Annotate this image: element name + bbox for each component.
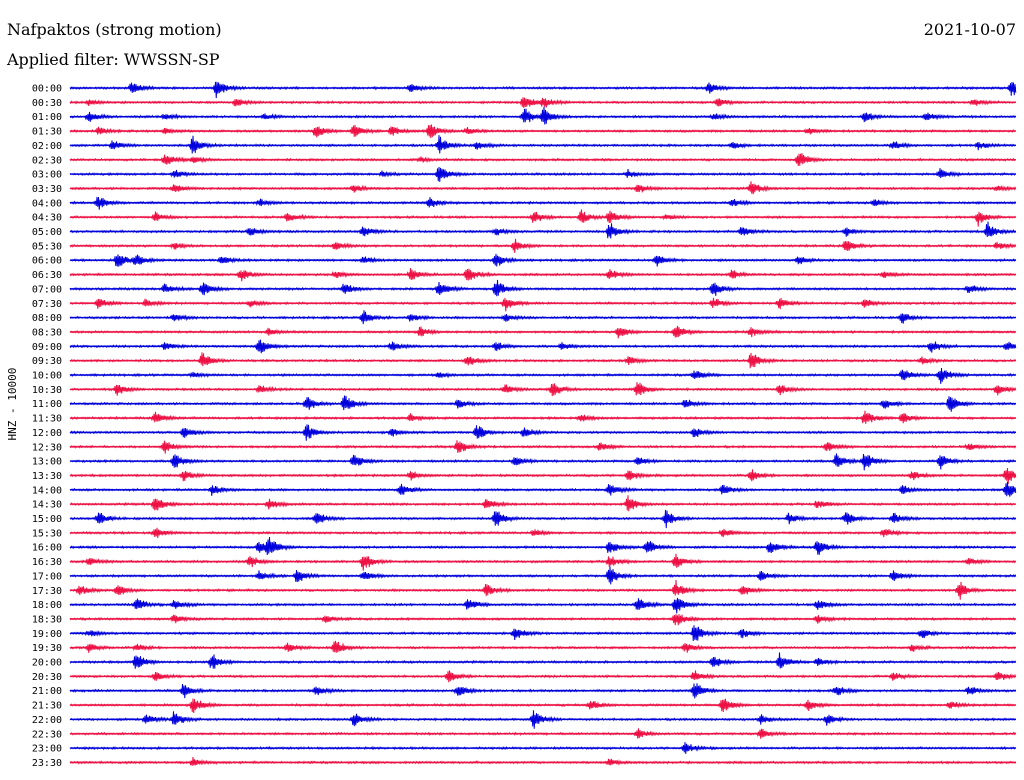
- row-time-label: 19:00: [32, 629, 62, 640]
- row-time-label: 01:00: [32, 112, 62, 123]
- row-time-label: 09:30: [32, 356, 62, 367]
- row-time-label: 11:30: [32, 414, 62, 425]
- row-time-label: 04:30: [32, 213, 62, 224]
- row-time-label: 01:30: [32, 127, 62, 138]
- row-time-label: 20:30: [32, 672, 62, 683]
- row-time-label: 21:30: [32, 701, 62, 712]
- trace-red: [69, 410, 1017, 424]
- trace-blue: [69, 597, 1017, 614]
- row-time-label: 07:30: [32, 299, 62, 310]
- row-time-label: 15:30: [32, 528, 62, 539]
- row-time-label: 15:00: [32, 514, 62, 525]
- row-time-label: 03:30: [32, 184, 62, 195]
- row-time-label: 13:00: [32, 457, 62, 468]
- row-time-label: 23:30: [32, 758, 62, 769]
- row-time-label: 07:00: [32, 284, 62, 295]
- row-time-label: 16:30: [32, 557, 62, 568]
- row-time-label: 18:00: [32, 600, 62, 611]
- trace-blue: [69, 652, 1017, 669]
- trace-blue: [69, 367, 1017, 384]
- row-time-label: 05:00: [32, 227, 62, 238]
- row-time-label: 10:30: [32, 385, 62, 396]
- row-time-label: 06:00: [32, 256, 62, 267]
- row-time-label: 21:00: [32, 686, 62, 697]
- trace-red: [69, 181, 1017, 195]
- trace-red: [69, 757, 1017, 766]
- row-time-label: 11:00: [32, 399, 62, 410]
- trace-blue: [69, 106, 1017, 125]
- row-time-label: 12:00: [32, 428, 62, 439]
- trace-blue: [69, 536, 1017, 555]
- trace-blue: [69, 453, 1017, 471]
- row-time-label: 00:00: [32, 84, 62, 95]
- trace-blue: [69, 279, 1017, 297]
- filter-label: Applied filter: WWSSN-SP: [7, 50, 220, 69]
- row-time-label: 05:30: [32, 241, 62, 252]
- row-time-label: 22:00: [32, 715, 62, 726]
- row-time-label: 10:00: [32, 371, 62, 382]
- row-time-label: 00:30: [32, 98, 62, 109]
- row-time-label: 08:00: [32, 313, 62, 324]
- row-time-label: 20:00: [32, 658, 62, 669]
- row-time-label: 02:30: [32, 155, 62, 166]
- row-time-label: 19:30: [32, 643, 62, 654]
- station-title: Nafpaktos (strong motion): [7, 20, 222, 39]
- row-time-label: 23:00: [32, 744, 62, 755]
- row-time-label: 12:30: [32, 442, 62, 453]
- trace-red: [69, 614, 1017, 626]
- row-time-label: 02:00: [32, 141, 62, 152]
- row-time-label: 17:00: [32, 571, 62, 582]
- row-time-label: 22:30: [32, 729, 62, 740]
- row-time-label: 09:00: [32, 342, 62, 353]
- helicorder-rows: 00:00 00:30 01:00 01:30 02:00 02:30 03:00 03:30…: [32, 81, 1017, 769]
- row-time-label: 13:30: [32, 471, 62, 482]
- trace-red: [69, 297, 1017, 312]
- row-time-label: 04:00: [32, 198, 62, 209]
- trace-red: [69, 209, 1017, 227]
- trace-red: [69, 698, 1017, 714]
- row-time-label: 17:30: [32, 586, 62, 597]
- row-time-label: 18:30: [32, 614, 62, 625]
- trace-red: [69, 553, 1017, 571]
- trace-blue: [69, 221, 1017, 239]
- trace-red: [69, 640, 1017, 653]
- trace-red: [69, 495, 1017, 512]
- record-date: 2021-10-07: [923, 20, 1016, 39]
- row-time-label: 16:00: [32, 543, 62, 554]
- trace-blue: [69, 81, 1017, 99]
- row-time-label: 14:30: [32, 500, 62, 511]
- trace-blue: [69, 135, 1017, 154]
- row-time-label: 06:30: [32, 270, 62, 281]
- row-time-label: 14:00: [32, 485, 62, 496]
- row-time-label: 08:30: [32, 327, 62, 338]
- row-time-label: 03:00: [32, 170, 62, 181]
